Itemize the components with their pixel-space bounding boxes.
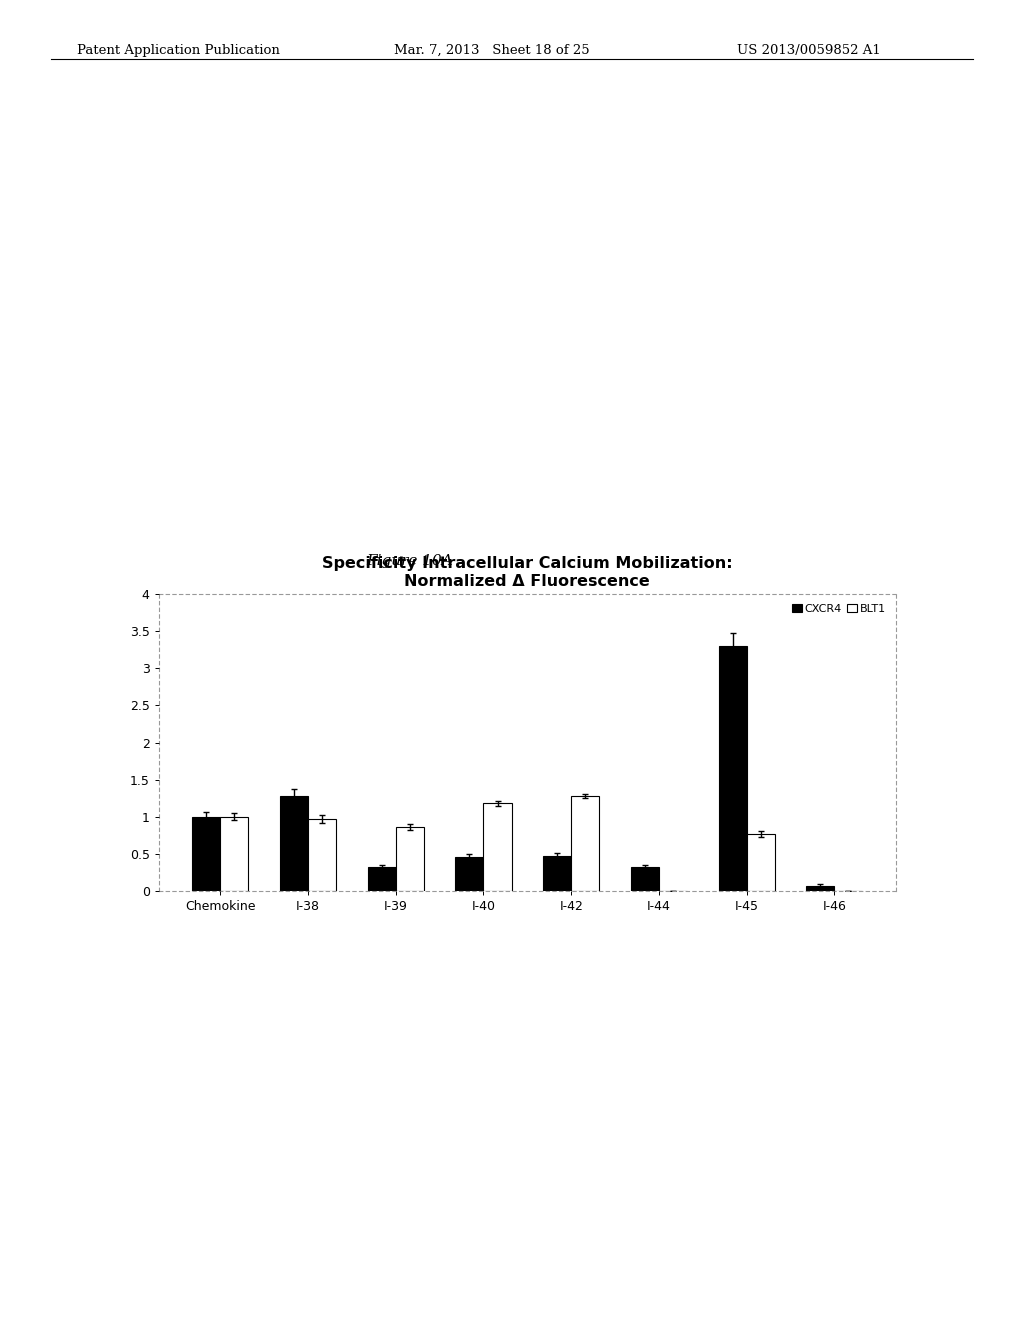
Bar <box>543 857 571 891</box>
Bar <box>280 796 308 891</box>
Bar <box>571 796 599 891</box>
Text: US 2013/0059852 A1: US 2013/0059852 A1 <box>737 44 881 57</box>
Bar <box>483 804 512 891</box>
Text: Figure 10A: Figure 10A <box>367 554 453 568</box>
Bar <box>719 645 746 891</box>
Bar <box>456 857 483 891</box>
Title: Specificity Intracellular Calcium Mobilization:
Normalized Δ Fluorescence: Specificity Intracellular Calcium Mobili… <box>322 556 733 589</box>
Text: Patent Application Publication: Patent Application Publication <box>77 44 280 57</box>
Bar <box>806 886 835 891</box>
Legend: CXCR4, BLT1: CXCR4, BLT1 <box>787 599 891 619</box>
Bar <box>746 834 775 891</box>
Bar <box>220 817 249 891</box>
Text: Mar. 7, 2013   Sheet 18 of 25: Mar. 7, 2013 Sheet 18 of 25 <box>394 44 590 57</box>
Bar <box>631 867 659 891</box>
Bar <box>193 817 220 891</box>
Bar <box>308 818 336 891</box>
Bar <box>395 828 424 891</box>
Bar <box>368 867 395 891</box>
